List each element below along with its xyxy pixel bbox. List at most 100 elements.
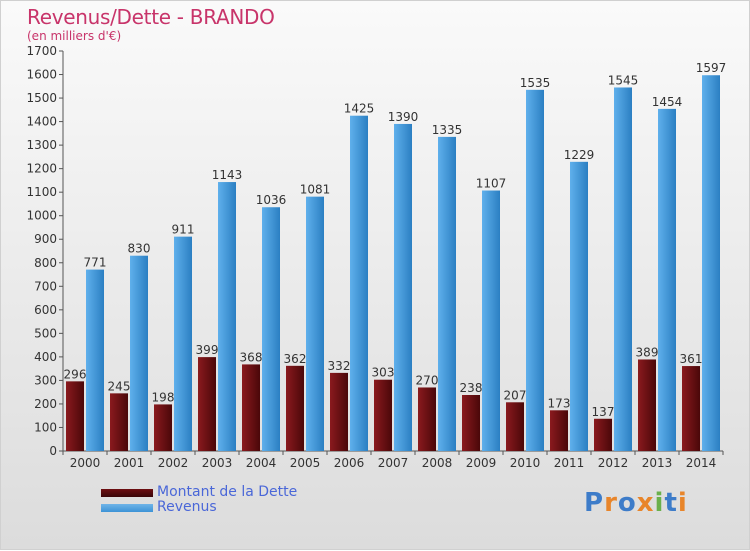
proxiti-logo: Proxiti bbox=[584, 488, 688, 518]
data-label-debt: 389 bbox=[636, 345, 659, 359]
bar-debt bbox=[286, 365, 304, 451]
logo-letter: i bbox=[654, 488, 665, 518]
bar-debt bbox=[154, 404, 172, 451]
bar-debt bbox=[594, 418, 612, 451]
data-label-revenue: 1143 bbox=[212, 168, 243, 182]
data-label-revenue: 1545 bbox=[608, 73, 639, 87]
data-label-revenue: 1229 bbox=[564, 148, 595, 162]
bar-debt bbox=[330, 372, 348, 451]
y-tick-label: 1500 bbox=[26, 91, 57, 105]
bar-revenue bbox=[570, 161, 588, 451]
data-label-debt: 399 bbox=[196, 343, 219, 357]
data-label-debt: 173 bbox=[548, 396, 571, 410]
data-label-revenue: 1597 bbox=[696, 61, 727, 75]
y-tick-label: 900 bbox=[34, 232, 57, 246]
y-tick-label: 100 bbox=[34, 420, 57, 434]
x-tick-label: 2005 bbox=[290, 456, 321, 470]
x-tick-label: 2000 bbox=[70, 456, 101, 470]
legend-swatch-debt bbox=[101, 489, 153, 497]
chart-subtitle: (en milliers d'€) bbox=[27, 29, 122, 43]
bar-debt bbox=[682, 366, 700, 451]
y-tick-label: 1300 bbox=[26, 138, 57, 152]
data-label-debt: 332 bbox=[328, 359, 351, 373]
bar-debt bbox=[550, 410, 568, 451]
x-tick-label: 2014 bbox=[686, 456, 717, 470]
y-tick-label: 200 bbox=[34, 397, 57, 411]
bar-revenue bbox=[174, 236, 192, 451]
bar-debt bbox=[418, 387, 436, 451]
data-label-revenue: 1335 bbox=[432, 123, 463, 137]
x-tick-label: 2010 bbox=[510, 456, 541, 470]
y-tick-label: 500 bbox=[34, 326, 57, 340]
y-tick-label: 700 bbox=[34, 279, 57, 293]
logo-letter: i bbox=[677, 488, 688, 518]
data-label-debt: 238 bbox=[460, 381, 483, 395]
x-tick-label: 2002 bbox=[158, 456, 189, 470]
y-tick-label: 1700 bbox=[26, 44, 57, 58]
logo-letter: o bbox=[617, 488, 637, 518]
bar-debt bbox=[506, 402, 524, 451]
data-label-debt: 368 bbox=[240, 350, 263, 364]
data-label-debt: 303 bbox=[372, 366, 395, 380]
x-tick-label: 2001 bbox=[114, 456, 145, 470]
logo-letter: r bbox=[604, 488, 618, 518]
y-tick-label: 1200 bbox=[26, 162, 57, 176]
data-label-revenue: 1535 bbox=[520, 76, 551, 90]
data-label-revenue: 1107 bbox=[476, 177, 507, 191]
logo-letter: t bbox=[664, 488, 678, 518]
data-label-debt: 270 bbox=[416, 373, 439, 387]
bar-revenue bbox=[350, 115, 368, 452]
legend-label-revenue: Revenus bbox=[157, 499, 217, 515]
bar-revenue bbox=[262, 207, 280, 451]
x-tick-label: 2003 bbox=[202, 456, 233, 470]
y-tick-label: 400 bbox=[34, 350, 57, 364]
bar-revenue bbox=[438, 136, 456, 451]
data-label-revenue: 1081 bbox=[300, 183, 331, 197]
y-tick-label: 1600 bbox=[26, 68, 57, 82]
data-label-revenue: 1425 bbox=[344, 102, 375, 116]
x-tick-label: 2013 bbox=[642, 456, 673, 470]
bar-revenue bbox=[306, 196, 324, 451]
bar-debt bbox=[242, 364, 260, 451]
y-tick-label: 1400 bbox=[26, 115, 57, 129]
y-tick-label: 1000 bbox=[26, 209, 57, 223]
data-label-debt: 207 bbox=[504, 388, 527, 402]
x-tick-label: 2004 bbox=[246, 456, 277, 470]
bar-revenue bbox=[526, 89, 544, 451]
y-tick-label: 0 bbox=[49, 444, 57, 458]
y-tick-label: 300 bbox=[34, 373, 57, 387]
x-tick-label: 2011 bbox=[554, 456, 585, 470]
bar-debt bbox=[66, 381, 84, 451]
x-tick-label: 2006 bbox=[334, 456, 365, 470]
y-tick-label: 800 bbox=[34, 256, 57, 270]
y-tick-label: 600 bbox=[34, 303, 57, 317]
bar-revenue bbox=[218, 182, 236, 451]
bar-revenue bbox=[702, 75, 720, 451]
x-tick-label: 2009 bbox=[466, 456, 497, 470]
legend-label-debt: Montant de la Dette bbox=[157, 484, 298, 500]
x-tick-label: 2008 bbox=[422, 456, 453, 470]
bar-revenue bbox=[394, 123, 412, 452]
data-label-revenue: 1390 bbox=[388, 110, 419, 124]
bar-debt bbox=[462, 395, 480, 451]
data-label-revenue: 1036 bbox=[256, 193, 287, 207]
data-label-revenue: 830 bbox=[128, 242, 151, 256]
data-label-revenue: 911 bbox=[172, 223, 195, 237]
x-tick-label: 2012 bbox=[598, 456, 629, 470]
bar-debt bbox=[198, 357, 216, 451]
bar-revenue bbox=[658, 108, 676, 451]
logo-letter: x bbox=[636, 488, 655, 518]
bar-revenue bbox=[86, 269, 104, 451]
bar-debt bbox=[110, 393, 128, 451]
bar-revenue bbox=[130, 255, 148, 451]
bar-revenue bbox=[482, 190, 500, 451]
y-tick-label: 1100 bbox=[26, 185, 57, 199]
data-label-debt: 198 bbox=[152, 390, 175, 404]
data-label-revenue: 1454 bbox=[652, 95, 683, 109]
data-label-debt: 362 bbox=[284, 352, 307, 366]
data-label-debt: 361 bbox=[680, 352, 703, 366]
data-label-debt: 296 bbox=[64, 367, 87, 381]
data-label-debt: 137 bbox=[592, 405, 615, 419]
